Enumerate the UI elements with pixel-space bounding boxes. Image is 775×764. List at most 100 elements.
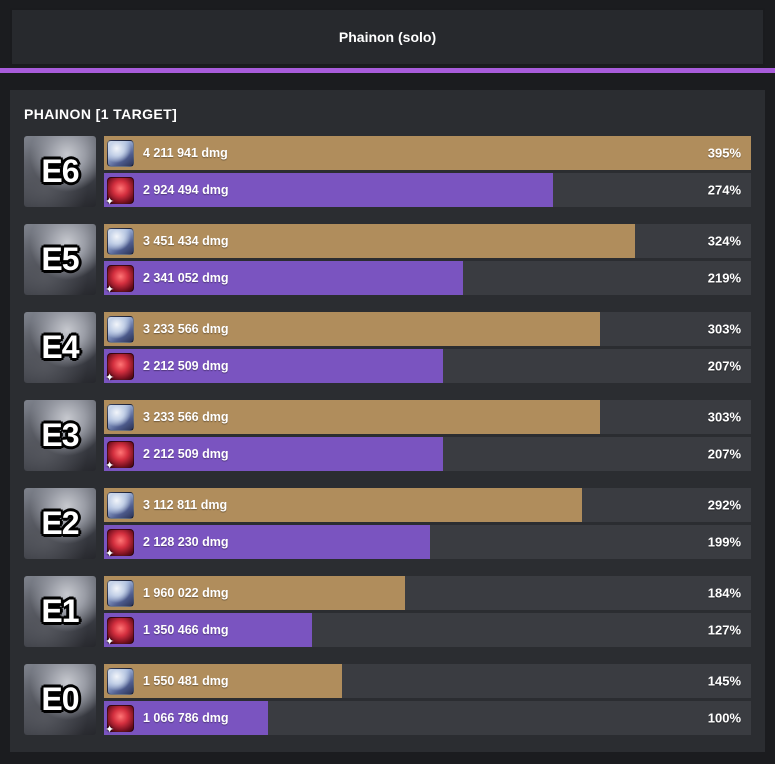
- skill-icon: [105, 440, 134, 471]
- skill-icon: [105, 264, 134, 295]
- page-title: Phainon (solo): [338, 29, 437, 45]
- bar-content: 3 451 434 dmg: [104, 224, 751, 258]
- eidolon-row: E4 3 233 566 dmg 303% 2 212 509 dmg 207%: [24, 312, 751, 383]
- bar-track: 2 924 494 dmg 274%: [104, 173, 751, 207]
- bar-content: 3 233 566 dmg: [104, 312, 751, 346]
- character-icon: [107, 403, 134, 431]
- bar-track: 3 112 811 dmg 292%: [104, 488, 751, 522]
- skill-icon: [105, 352, 134, 383]
- percent-label: 303%: [707, 321, 741, 337]
- eidolon-row: E1 1 960 022 dmg 184% 1 350 466 dmg 127%: [24, 576, 751, 647]
- percent-label: 127%: [707, 622, 741, 638]
- percent-label: 274%: [707, 182, 741, 198]
- skill-icon: [105, 704, 134, 735]
- percent-label: 207%: [707, 446, 741, 462]
- eidolon-row: E3 3 233 566 dmg 303% 2 212 509 dmg 207%: [24, 400, 751, 471]
- eidolon-row: E0 1 550 481 dmg 145% 1 066 786 dmg 100%: [24, 664, 751, 735]
- percent-label: 219%: [707, 270, 741, 286]
- bar-fill: [104, 224, 635, 258]
- bar-fill: [104, 261, 463, 295]
- skill-icon: [105, 616, 134, 647]
- eidolon-row: E6 4 211 941 dmg 395% 2 924 494 dmg 274%: [24, 136, 751, 207]
- damage-label: 1 350 466 dmg: [143, 623, 229, 637]
- percent-label: 100%: [707, 710, 741, 726]
- eidolon-avatar: E4: [24, 312, 96, 383]
- eidolon-avatar: E2: [24, 488, 96, 559]
- bar-fill: [104, 437, 444, 471]
- eidolon-label: E4: [41, 329, 79, 365]
- bar-group: 1 550 481 dmg 145% 1 066 786 dmg 100%: [104, 664, 751, 735]
- damage-label: 2 212 509 dmg: [143, 359, 229, 373]
- bar-content: 3 233 566 dmg: [104, 400, 751, 434]
- eidolon-rows: E6 4 211 941 dmg 395% 2 924 494 dmg 274%…: [24, 136, 751, 735]
- eidolon-avatar: E3: [24, 400, 96, 471]
- header-bar: Phainon (solo): [10, 8, 765, 66]
- bar-content: 2 212 509 dmg: [104, 437, 751, 471]
- damage-label: 1 066 786 dmg: [143, 711, 229, 725]
- percent-label: 303%: [707, 409, 741, 425]
- bar-fill: [104, 349, 444, 383]
- bar-track: 1 066 786 dmg 100%: [104, 701, 751, 735]
- damage-label: 2 128 230 dmg: [143, 535, 229, 549]
- damage-label: 3 112 811 dmg: [143, 498, 228, 512]
- bar-fill: [104, 576, 406, 610]
- accent-divider: [0, 68, 775, 73]
- percent-label: 207%: [707, 358, 741, 374]
- bar-content: 3 112 811 dmg: [104, 488, 751, 522]
- results-panel: PHAINON [1 TARGET] E6 4 211 941 dmg 395%…: [10, 90, 765, 752]
- bar-group: 3 233 566 dmg 303% 2 212 509 dmg 207%: [104, 312, 751, 383]
- bar-group: 3 451 434 dmg 324% 2 341 052 dmg 219%: [104, 224, 751, 295]
- bar-track: 4 211 941 dmg 395%: [104, 136, 751, 170]
- bar-track: 3 233 566 dmg 303%: [104, 312, 751, 346]
- eidolon-row: E2 3 112 811 dmg 292% 2 128 230 dmg 199%: [24, 488, 751, 559]
- damage-label: 3 451 434 dmg: [143, 234, 229, 248]
- bar-group: 1 960 022 dmg 184% 1 350 466 dmg 127%: [104, 576, 751, 647]
- damage-label: 1 960 022 dmg: [143, 586, 229, 600]
- bar-track: 1 960 022 dmg 184%: [104, 576, 751, 610]
- bar-group: 4 211 941 dmg 395% 2 924 494 dmg 274%: [104, 136, 751, 207]
- eidolon-label: E1: [41, 593, 79, 629]
- eidolon-row: E5 3 451 434 dmg 324% 2 341 052 dmg 219%: [24, 224, 751, 295]
- panel-title: PHAINON [1 TARGET]: [24, 106, 178, 122]
- bar-fill: [104, 136, 751, 170]
- bar-track: 2 212 509 dmg 207%: [104, 349, 751, 383]
- bar-content: 1 960 022 dmg: [104, 576, 751, 610]
- bar-fill: [104, 312, 601, 346]
- eidolon-label: E5: [41, 241, 79, 277]
- bar-content: 1 550 481 dmg: [104, 664, 751, 698]
- bar-track: 1 550 481 dmg 145%: [104, 664, 751, 698]
- character-icon: [107, 667, 134, 695]
- bar-content: 4 211 941 dmg: [104, 136, 751, 170]
- bar-fill: [104, 613, 313, 647]
- character-icon: [107, 315, 134, 343]
- damage-label: 2 924 494 dmg: [143, 183, 229, 197]
- damage-label: 2 212 509 dmg: [143, 447, 229, 461]
- eidolon-label: E2: [41, 505, 79, 541]
- eidolon-label: E0: [41, 681, 79, 717]
- character-icon: [107, 139, 134, 167]
- bar-content: 2 212 509 dmg: [104, 349, 751, 383]
- bar-track: 1 350 466 dmg 127%: [104, 613, 751, 647]
- character-icon: [107, 491, 134, 519]
- bar-fill: [104, 664, 342, 698]
- percent-label: 395%: [707, 145, 741, 161]
- character-icon: [107, 227, 134, 255]
- damage-label: 4 211 941 dmg: [143, 146, 228, 160]
- bar-group: 3 112 811 dmg 292% 2 128 230 dmg 199%: [104, 488, 751, 559]
- bar-track: 2 341 052 dmg 219%: [104, 261, 751, 295]
- damage-label: 1 550 481 dmg: [143, 674, 229, 688]
- skill-icon: [105, 176, 134, 207]
- bar-fill: [104, 525, 430, 559]
- bar-track: 2 128 230 dmg 199%: [104, 525, 751, 559]
- bar-content: 2 128 230 dmg: [104, 525, 751, 559]
- bar-group: 3 233 566 dmg 303% 2 212 509 dmg 207%: [104, 400, 751, 471]
- skill-icon: [105, 528, 134, 559]
- bar-content: 2 924 494 dmg: [104, 173, 751, 207]
- bar-content: 2 341 052 dmg: [104, 261, 751, 295]
- character-icon: [107, 579, 134, 607]
- percent-label: 184%: [707, 585, 741, 601]
- damage-label: 3 233 566 dmg: [143, 410, 229, 424]
- eidolon-label: E3: [41, 417, 79, 453]
- bar-content: 1 066 786 dmg: [104, 701, 751, 735]
